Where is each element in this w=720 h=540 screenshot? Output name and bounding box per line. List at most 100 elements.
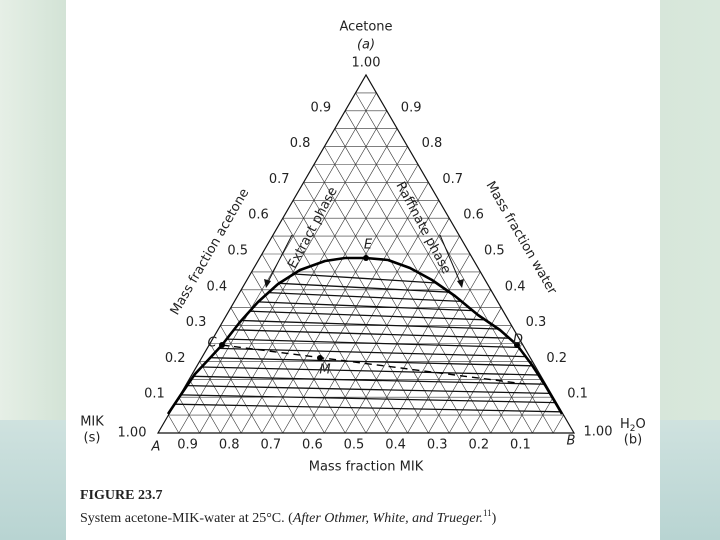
right-tick-label: 0.3	[526, 315, 547, 330]
point-c-dot	[219, 342, 225, 348]
grid-line	[220, 325, 284, 434]
tie-line	[268, 291, 462, 303]
grid-line	[511, 379, 544, 434]
bottom-tick-label: 0.8	[219, 438, 240, 453]
triangle-frame	[156, 73, 576, 434]
grid-line	[469, 343, 523, 434]
apex-value: 1.00	[352, 56, 381, 71]
bottom-tick-label: 0.3	[427, 438, 448, 453]
tie-line	[279, 282, 450, 293]
extract-arrow	[267, 234, 293, 283]
grid-line	[168, 414, 180, 434]
bottom-tick-label: 0.4	[385, 438, 406, 453]
grid-line	[490, 361, 533, 434]
grid-line	[303, 200, 440, 434]
left-tick-label: 0.3	[186, 315, 207, 330]
grid-line	[251, 271, 346, 434]
extract-label: Extract phase	[285, 185, 340, 271]
point-a: A	[151, 440, 161, 455]
caption-text: System acetone-MIK-water at 25°C. (	[80, 511, 293, 526]
grid-line	[240, 289, 325, 434]
point-m-dot	[317, 355, 323, 361]
left-tick-label: 0.9	[311, 100, 332, 115]
grid-line	[209, 343, 263, 434]
grid-line	[230, 307, 304, 434]
right-tick-label: 0.4	[505, 279, 526, 294]
right-tick-label: 0.9	[401, 100, 422, 115]
grid-line	[365, 253, 471, 434]
tie-line	[180, 394, 556, 404]
right-tick-label: 0.8	[422, 136, 443, 151]
caption-credit: After Othmer, White, and Trueger.	[292, 511, 483, 526]
raffinate-arrowhead	[457, 279, 464, 288]
bottom-tick-label: 0.6	[302, 438, 323, 453]
tie-line	[187, 384, 550, 395]
right-tick-label: 0.1	[567, 387, 588, 402]
bottom-tick-label: 0.9	[177, 438, 198, 453]
tie-line	[241, 319, 499, 330]
bottom-tick-label: 0.2	[468, 438, 489, 453]
grid-line	[355, 92, 554, 434]
tie-line	[174, 403, 561, 413]
grid-line	[220, 128, 398, 434]
point-d-dot	[514, 342, 520, 348]
h: H	[620, 417, 630, 432]
figure-number: FIGURE 23.7	[80, 488, 162, 503]
sub: 2	[630, 424, 636, 434]
left-tick-label: 0.7	[269, 172, 290, 187]
tie-line	[258, 301, 473, 312]
dashed-line	[221, 344, 526, 385]
tie-line	[218, 347, 526, 358]
point-e: E	[364, 238, 373, 253]
right-tick-label: 0.6	[463, 208, 484, 223]
right-tick-label: 0.7	[442, 172, 463, 187]
point-b: B	[567, 434, 576, 449]
caption-ref: 11	[483, 508, 492, 518]
point-d: D	[513, 333, 523, 348]
left-corner-symbol: (s)	[84, 431, 101, 446]
caption-close: )	[492, 511, 497, 526]
figure-panel	[66, 0, 660, 540]
point-e-dot	[363, 255, 369, 261]
bottom-tick-label: 0.7	[260, 438, 281, 453]
right-corner-symbol: (b)	[624, 433, 642, 448]
tie-line	[226, 338, 519, 349]
right-corner-name: H2O	[620, 417, 646, 434]
apex-symbol: (a)	[357, 38, 375, 53]
tie-line	[201, 366, 539, 376]
right-tick-label: 0.2	[546, 351, 567, 366]
caption: System acetone-MIK-water at 25°C. (After…	[80, 508, 497, 526]
o: O	[636, 417, 646, 432]
grid	[168, 92, 564, 434]
left-tick-label: 0.5	[227, 244, 248, 259]
left-tick-label: 0.2	[165, 351, 186, 366]
raffinate-arrow	[439, 234, 461, 283]
grid-line	[532, 397, 554, 434]
bottom-axis-title: Mass fraction MIK	[309, 460, 424, 475]
grid-line	[552, 414, 564, 434]
grid-line	[292, 200, 429, 434]
apex-name: Acetone	[339, 20, 392, 35]
grid-line	[386, 271, 481, 434]
tie-line	[193, 375, 545, 385]
point-c: C	[207, 336, 217, 351]
left-tick-label: 0.1	[144, 387, 165, 402]
right-tick-label: 0.5	[484, 244, 505, 259]
left-corner-name: MIK	[80, 415, 104, 430]
bottom-tick-label: 0.1	[510, 438, 531, 453]
bottom-tick-label: 0.5	[344, 438, 365, 453]
grid-line	[448, 325, 512, 434]
tie-line	[233, 329, 510, 339]
tie-lines	[174, 273, 561, 413]
left-tick-label: 0.8	[290, 136, 311, 151]
left-tick-label: 0.4	[207, 279, 228, 294]
tie-line	[249, 310, 486, 321]
tie-line	[210, 357, 533, 367]
right-corner-value: 1.00	[584, 425, 613, 440]
grid-line	[178, 397, 200, 434]
grid-line	[188, 379, 221, 434]
grid-line	[199, 361, 242, 434]
extract-arrowhead	[264, 279, 271, 288]
